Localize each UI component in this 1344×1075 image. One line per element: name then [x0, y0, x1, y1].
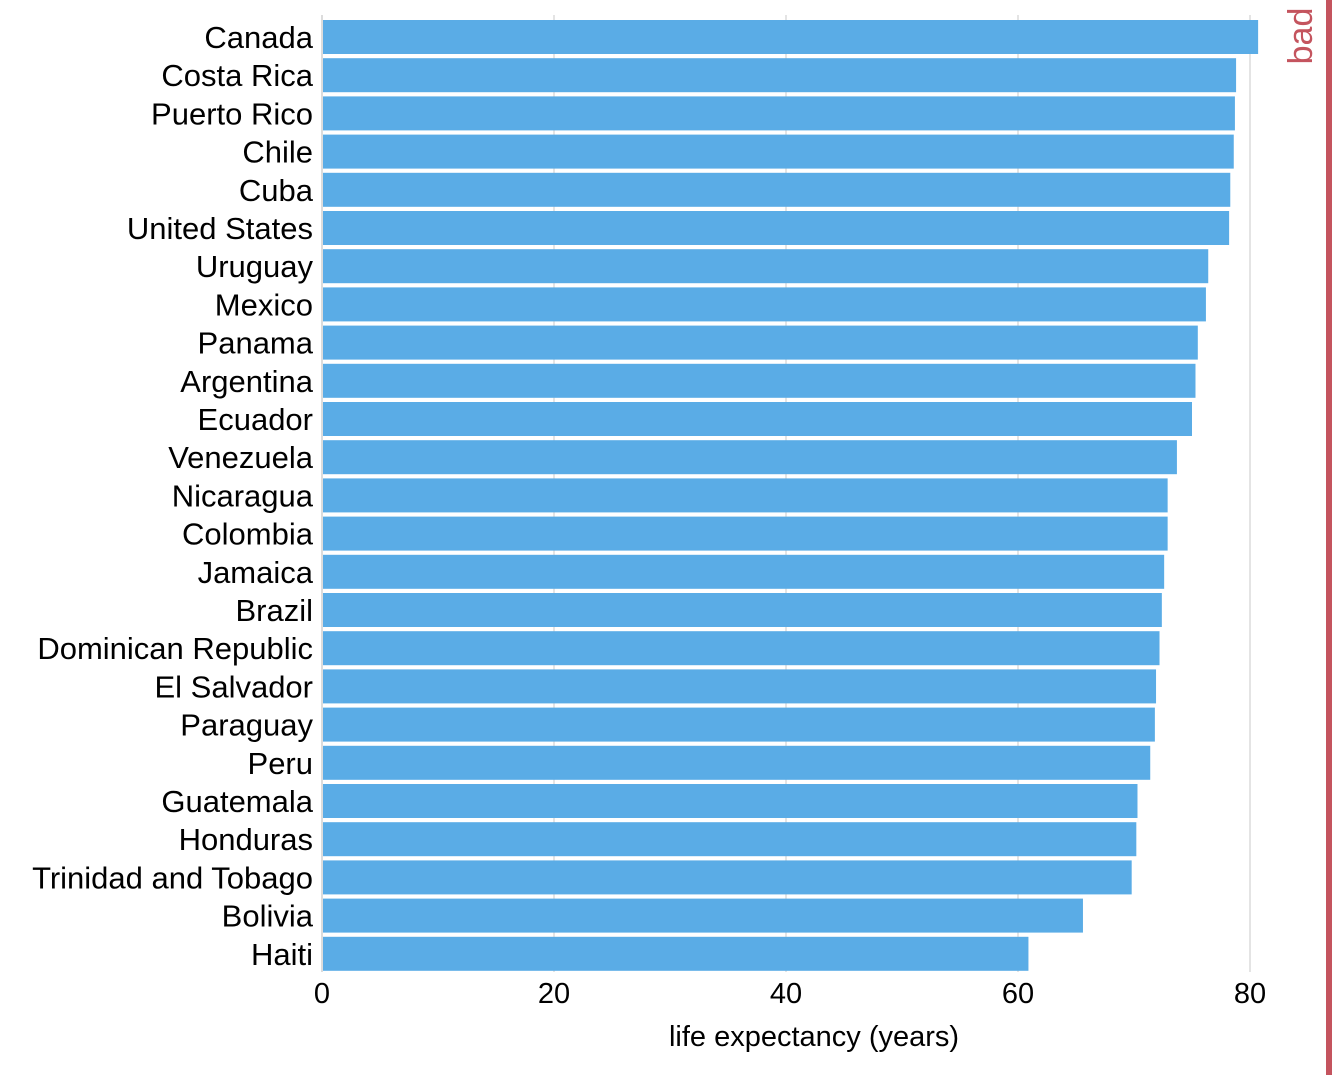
bar-peru [323, 745, 1151, 780]
bar-panama [323, 325, 1198, 360]
bar-nicaragua [323, 478, 1168, 513]
category-label: Honduras [179, 822, 313, 857]
bar-bolivia [323, 898, 1083, 933]
category-label: Costa Rica [161, 58, 313, 93]
category-label: Guatemala [161, 784, 313, 819]
category-label: Puerto Rico [151, 96, 313, 131]
x-tick-label-80: 80 [1234, 978, 1266, 1010]
bar-cuba [323, 172, 1231, 207]
category-label: Ecuador [198, 402, 313, 437]
bar-paraguay [323, 707, 1155, 742]
category-label: Peru [248, 746, 313, 781]
x-tick-label-60: 60 [1002, 978, 1034, 1010]
category-label: Argentina [180, 364, 313, 399]
category-label: Paraguay [180, 708, 313, 743]
category-label: Colombia [182, 517, 314, 552]
category-label: Venezuela [168, 440, 314, 475]
category-label: Brazil [235, 593, 313, 628]
x-tick-label-40: 40 [770, 978, 802, 1010]
category-label: El Salvador [154, 669, 313, 704]
category-label: Bolivia [222, 899, 314, 934]
bar-haiti [323, 936, 1029, 971]
bar-colombia [323, 516, 1168, 551]
bar-argentina [323, 363, 1196, 398]
x-tick-label-20: 20 [538, 978, 570, 1010]
bar-trinidad-and-tobago [323, 860, 1132, 895]
bar-united-states [323, 211, 1230, 245]
bars [323, 20, 1259, 971]
category-label: Panama [198, 326, 314, 361]
bar-el-salvador [323, 669, 1157, 704]
bar-chile [323, 134, 1234, 169]
bar-canada [323, 20, 1259, 54]
x-axis-title: life expectancy (years) [669, 1021, 959, 1053]
category-label: Dominican Republic [37, 631, 313, 666]
bar-guatemala [323, 784, 1138, 818]
bar-costa-rica [323, 58, 1237, 93]
category-label: United States [127, 211, 313, 246]
x-tick-labels: 0 20 40 60 80 [314, 978, 1266, 1010]
bar-venezuela [323, 440, 1177, 475]
category-label: Nicaragua [172, 478, 314, 513]
bar-ecuador [323, 402, 1192, 436]
category-label: Cuba [239, 173, 314, 208]
bar-dominican-republic [323, 631, 1160, 666]
category-label: Canada [204, 20, 313, 55]
bar-honduras [323, 822, 1137, 857]
bar-jamaica [323, 554, 1165, 589]
bar-brazil [323, 593, 1162, 627]
bar-puerto-rico [323, 96, 1235, 131]
side-label: bad [1282, 8, 1320, 65]
category-label: Haiti [251, 937, 313, 972]
category-label: Chile [242, 135, 313, 170]
category-label: Mexico [215, 287, 313, 322]
x-tick-label-0: 0 [314, 978, 330, 1010]
bar-uruguay [323, 249, 1209, 284]
bar-mexico [323, 287, 1206, 322]
category-label: Jamaica [198, 555, 314, 590]
category-label: Trinidad and Tobago [32, 860, 313, 895]
category-label: Uruguay [196, 249, 314, 284]
